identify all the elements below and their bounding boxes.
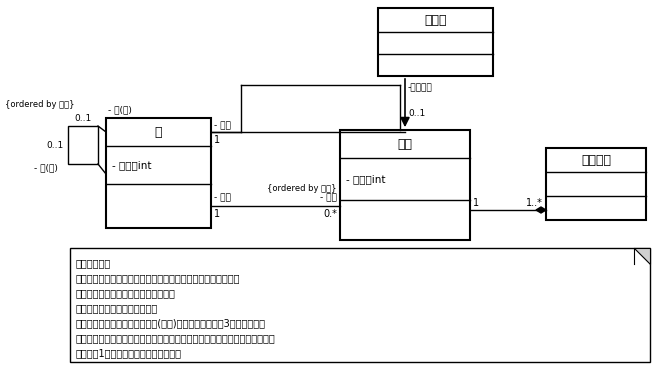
Text: 1: 1: [473, 198, 479, 208]
Text: （例えば，最上段には，親王(男女)，その下の段には3人官女など）: （例えば，最上段には，親王(男女)，その下の段には3人官女など）: [76, 318, 266, 328]
Bar: [340, 130, 470, 240]
Text: 0.*: 0.*: [323, 209, 337, 219]
Text: - 土台: - 土台: [214, 122, 231, 131]
Text: {ordered by 段数}: {ordered by 段数}: [5, 99, 74, 109]
Text: - 位置：int: - 位置：int: [346, 174, 385, 184]
Bar: [546, 148, 646, 220]
Text: 飾り: 飾り: [398, 138, 412, 151]
Text: - 土台: - 土台: [214, 193, 231, 202]
Text: - 置物: - 置物: [320, 193, 337, 202]
Bar: [70, 248, 650, 362]
Text: ・階段はを構成する段は低い順に並ぶ: ・階段はを構成する段は低い順に並ぶ: [76, 288, 176, 298]
Text: 構成部品: 構成部品: [581, 154, 611, 167]
Text: コンセプト：: コンセプト：: [76, 258, 111, 268]
Bar: [378, 8, 493, 76]
Text: 0..1: 0..1: [74, 113, 91, 122]
Bar: [106, 118, 211, 228]
Text: {ordered by 位置}: {ordered by 位置}: [267, 183, 337, 192]
Text: ・飾りは1つ以上の部品で構成される。: ・飾りは1つ以上の部品で構成される。: [76, 348, 182, 358]
Text: 1: 1: [214, 209, 220, 219]
Text: - 段数：int: - 段数：int: [112, 160, 152, 170]
Text: ・特殊な飾りとして，後ろ飾りがある，飾りの後ろに置かれる。（屏風用）: ・特殊な飾りとして，後ろ飾りがある，飾りの後ろに置かれる。（屏風用）: [76, 333, 276, 343]
Polygon shape: [634, 248, 650, 264]
Text: 1: 1: [214, 135, 220, 145]
Text: 段: 段: [154, 125, 162, 138]
Text: 0..1: 0..1: [408, 109, 425, 118]
Text: 0..1: 0..1: [47, 141, 64, 150]
Text: 後飾り: 後飾り: [424, 13, 447, 26]
Text: - 上(後): - 上(後): [34, 164, 58, 173]
Polygon shape: [536, 207, 546, 213]
Bar: [68, 126, 98, 164]
Text: - 下(前): - 下(前): [108, 106, 132, 115]
Text: ・飾りには，並び位置がある。: ・飾りには，並び位置がある。: [76, 303, 158, 313]
Text: -後ろ飾り: -後ろ飾り: [408, 83, 433, 93]
Text: 1..*: 1..*: [526, 198, 543, 208]
Text: ・ひな壇は，階段状の段とその上にのる飾りから構成される。: ・ひな壇は，階段状の段とその上にのる飾りから構成される。: [76, 273, 241, 283]
